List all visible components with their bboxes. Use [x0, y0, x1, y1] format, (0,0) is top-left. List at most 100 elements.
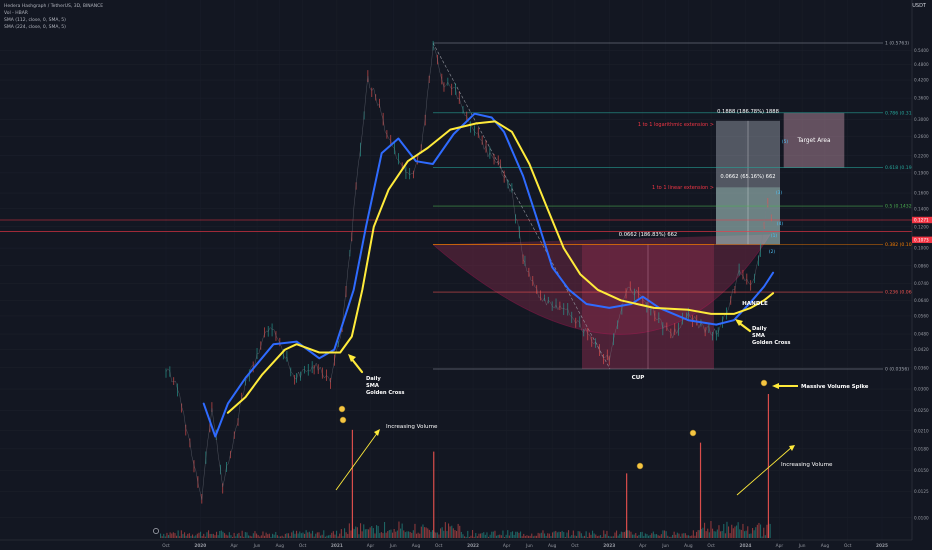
volume-bar [667, 535, 669, 538]
y-tick-label: 0.4800 [914, 62, 929, 67]
volume-bar [328, 535, 330, 538]
volume-bar [321, 534, 323, 538]
volume-bar [379, 533, 381, 538]
volume-bar [224, 533, 226, 538]
volume-bar [345, 532, 347, 538]
volume-bar [420, 526, 422, 538]
x-tick-label: Jun [798, 543, 806, 549]
y-tick-label: 0.1000 [914, 246, 929, 251]
fib-label: 0.5 (0.1432) [885, 204, 914, 210]
volume-bar [600, 535, 602, 538]
volume-bar [708, 532, 710, 538]
fib-label: 0.236 (0.0687) [885, 290, 919, 296]
volume-bar [395, 531, 397, 538]
volume-bar [622, 532, 624, 538]
volume-bar [297, 533, 299, 538]
volume-bar [363, 524, 365, 538]
golden-cross-1-label: SMA [366, 383, 379, 389]
volume-bar [556, 532, 558, 538]
volume-bar [747, 526, 749, 538]
x-tick-label: 2022 [467, 543, 479, 549]
volume-bar [668, 536, 670, 538]
volume-bar [734, 526, 736, 538]
measure-label-linear: 0.0662 (65.16%) 662 [720, 174, 775, 180]
volume-bar [225, 534, 227, 538]
volume-bar [180, 530, 182, 538]
volume-bar [220, 530, 222, 538]
volume-bar [683, 533, 685, 538]
volume-bar [332, 531, 334, 538]
volume-bar [571, 535, 573, 538]
volume-legend[interactable]: Vol - HBAR [4, 11, 28, 16]
x-tick-label: Aug [821, 543, 830, 549]
volume-bar [259, 536, 261, 538]
volume-bar [278, 536, 280, 538]
volume-bar [718, 525, 720, 538]
volume-bar [172, 532, 174, 538]
event-marker-icon [339, 416, 347, 424]
volume-bar [523, 533, 525, 538]
volume-spike [351, 429, 354, 538]
y-tick-label: 0.0480 [914, 332, 929, 337]
volume-bar [467, 530, 469, 538]
x-tick-label: Apr [503, 543, 511, 549]
volume-bar [184, 532, 186, 538]
volume-bar [555, 530, 557, 538]
volume-bar [182, 534, 184, 538]
sma-slow-legend[interactable]: SMA (224, close, 0, SMA, 5) [4, 25, 66, 30]
y-tick-label: 0.0100 [914, 515, 929, 520]
volume-bar [633, 534, 635, 538]
volume-bar [312, 530, 314, 538]
volume-bar [296, 530, 298, 538]
volume-bar [313, 536, 315, 538]
y-tick-label: 0.2200 [914, 153, 929, 158]
level-price-tag: 0.1271 [914, 218, 929, 223]
volume-spike [433, 451, 435, 538]
volume-bar [526, 535, 528, 538]
volume-bar [686, 535, 688, 538]
volume-bar [374, 533, 376, 538]
increasing-volume-2-label: Increasing Volume [781, 462, 833, 468]
volume-bar [486, 532, 488, 538]
pattern-zones [432, 112, 845, 369]
volume-bar [342, 536, 344, 538]
volume-bar [753, 530, 755, 538]
wave-label: (1) [771, 233, 778, 239]
volume-bar [732, 528, 734, 538]
volume-bar [302, 532, 304, 538]
fib-levels: 1 (0.5763) 0.786 (0.3175) 0.618 (0.1989) 0.… [432, 41, 919, 373]
volume-bar [376, 525, 378, 538]
volume-bar [507, 530, 509, 538]
cup-label: CUP [632, 375, 645, 381]
massive-volume-arrowhead [772, 383, 779, 389]
volume-bar [664, 530, 666, 538]
volume-bar [264, 535, 266, 538]
volume-bar [678, 533, 680, 538]
y-tick-label: 0.1400 [914, 206, 929, 211]
volume-bar [592, 530, 594, 538]
volume-bar [236, 533, 238, 538]
volume-bar [377, 526, 379, 538]
measure-label-cup: 0.0662 (186.83%) 662 [619, 232, 677, 238]
volume-bar [756, 524, 758, 538]
sma-fast-legend[interactable]: SMA (112, close, 0, SMA, 5) [4, 18, 66, 23]
volume-bar [545, 535, 547, 538]
volume-bar [257, 535, 259, 538]
volume-bar [185, 535, 187, 538]
volume-bar [388, 530, 390, 538]
target-area-box [783, 112, 845, 168]
volume-bar [488, 536, 490, 538]
symbol-title[interactable]: Hedera Hashgraph / TetherUS, 3D, BINANCE [4, 4, 104, 9]
volume-bar [409, 531, 411, 538]
volume-bar [422, 524, 424, 538]
x-tick-label: Oct [571, 543, 579, 549]
volume-bar [460, 531, 462, 538]
volume-bar [694, 535, 696, 538]
volume-bar [748, 533, 750, 538]
volume-bar [244, 532, 246, 538]
volume-bar [355, 526, 357, 538]
volume-bar [609, 536, 611, 538]
volume-bar [211, 533, 213, 538]
volume-bar [396, 530, 398, 538]
